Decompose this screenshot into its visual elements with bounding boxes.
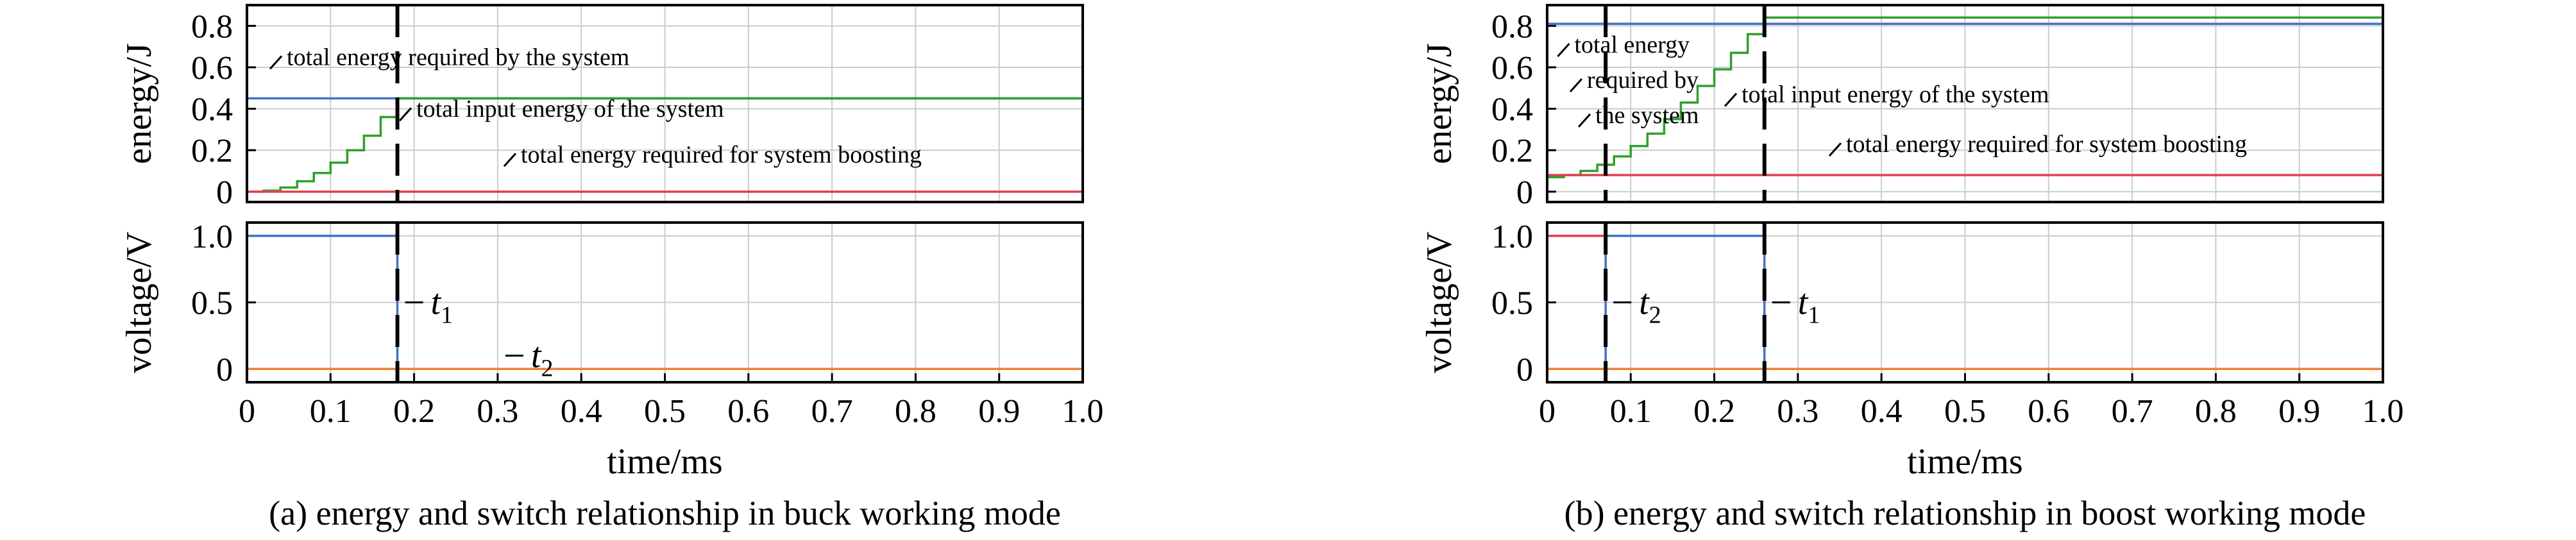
switch-time-label: t2: [531, 336, 554, 382]
annotation-label: total energy required for system boostin…: [1846, 131, 2247, 158]
x-tick-label: 0: [1539, 393, 1555, 430]
annotation-label: required by: [1587, 67, 1699, 94]
x-tick-label: 0.4: [1861, 393, 1902, 430]
y-tick-label: 0.5: [191, 285, 233, 322]
x-tick-label: 0: [239, 393, 255, 430]
x-tick-label: 0.5: [644, 393, 686, 430]
energy-panel: 0 0.2 0.4 0.6 0.8 total energy required by th…: [119, 4, 1084, 211]
y-tick-label: 0: [1516, 174, 1533, 211]
annotation-label: total energy required by the system: [287, 44, 629, 71]
annotation-leader: [269, 55, 283, 70]
y-tick-label: 0.4: [191, 92, 233, 128]
switch-time-subscript: 1: [1808, 302, 1820, 329]
y-tick-label: 0: [216, 351, 233, 388]
switch-time-label: t1: [1798, 283, 1820, 329]
y-axis-label: voltage/V: [119, 232, 159, 373]
y-axis-label: energy/J: [119, 43, 159, 164]
x-tick-label: 0.9: [2278, 393, 2320, 430]
series-line-green: [247, 97, 1083, 193]
annotation-label: total energy required for system boostin…: [521, 141, 922, 168]
annotation-leader: [1557, 43, 1570, 58]
x-tick-label: 0.4: [561, 393, 602, 430]
y-tick-label: 0.2: [1491, 133, 1533, 169]
plot-frame: [246, 4, 1084, 203]
x-tick-label: 0.7: [811, 393, 853, 430]
figure-caption: (a) energy and switch relationship in bu…: [269, 494, 1061, 532]
x-tick-label: 0.8: [895, 393, 936, 430]
annotation-label: total input energy of the system: [416, 96, 724, 122]
chart-a: 0 0.2 0.4 0.6 0.8 total energy required by th…: [119, 4, 1104, 532]
x-tick-label: 0.1: [1610, 393, 1652, 430]
y-tick-label: 0.6: [191, 50, 233, 87]
y-axis-label: energy/J: [1419, 43, 1459, 164]
annotation-label: total input energy of the system: [1741, 81, 2049, 108]
y-tick-label: 0.8: [191, 8, 233, 45]
x-tick-label: 0.7: [2112, 393, 2153, 430]
switch-time-label: t1: [431, 283, 453, 329]
annotation-label: the system: [1595, 102, 1699, 129]
x-tick-label: 0.9: [978, 393, 1020, 430]
switch-time-symbol: t: [431, 283, 442, 323]
x-tick-label: 0.3: [477, 393, 518, 430]
x-tick-label: 0.8: [2195, 393, 2237, 430]
annotation-leader: [1828, 142, 1842, 157]
y-tick-label: 0.6: [1491, 50, 1533, 87]
switch-time-subscript: 2: [1649, 302, 1661, 329]
switch-time-symbol: t: [1639, 283, 1650, 323]
x-tick-label: 1.0: [2362, 393, 2404, 430]
x-axis-label: time/ms: [1907, 442, 2022, 482]
plot-frame: [1546, 4, 2384, 203]
y-tick-label: 0: [216, 174, 233, 211]
x-tick-label: 0.6: [2028, 393, 2069, 430]
annotation-leader: [1569, 78, 1583, 92]
switch-time-subscript: 2: [541, 355, 553, 382]
x-tick-label: 0.2: [1693, 393, 1735, 430]
annotation-leader: [1577, 113, 1591, 128]
y-tick-label: 0.4: [1491, 92, 1533, 128]
x-axis-label: time/ms: [607, 442, 722, 482]
series-line-green: [1547, 16, 2383, 178]
annotation-leader: [503, 153, 517, 167]
series-line-blue: [1604, 235, 1766, 369]
y-axis-label: voltage/V: [1419, 232, 1459, 373]
y-tick-label: 0.2: [191, 133, 233, 169]
switch-time-subscript: 1: [441, 302, 453, 329]
x-tick-label: 0.1: [310, 393, 352, 430]
x-tick-label: 0.5: [1944, 393, 1986, 430]
energy-panel: 0 0.2 0.4 0.6 0.8 total energy required by the …: [1419, 4, 2384, 211]
switch-time-label: t2: [1639, 283, 1661, 329]
x-tick-label: 1.0: [1062, 393, 1104, 430]
switch-time-symbol: t: [1798, 283, 1809, 323]
switch-time-symbol: t: [531, 336, 542, 376]
annotation-leader: [1724, 92, 1738, 107]
y-tick-label: 1.0: [1491, 219, 1533, 255]
y-tick-label: 1.0: [191, 219, 233, 255]
x-tick-label: 0.3: [1777, 393, 1818, 430]
x-tick-label: 0.6: [727, 393, 769, 430]
chart-b: 0 0.2 0.4 0.6 0.8 total energy required by the …: [1419, 4, 2404, 532]
x-tick-label: 0.2: [393, 393, 435, 430]
y-tick-label: 0.8: [1491, 8, 1533, 45]
y-tick-label: 0.5: [1491, 285, 1533, 322]
y-tick-label: 0: [1516, 351, 1533, 388]
annotation-label: total energy: [1575, 31, 1690, 58]
annotation-leader: [398, 107, 412, 122]
figure-caption: (b) energy and switch relationship in bo…: [1564, 494, 2366, 532]
